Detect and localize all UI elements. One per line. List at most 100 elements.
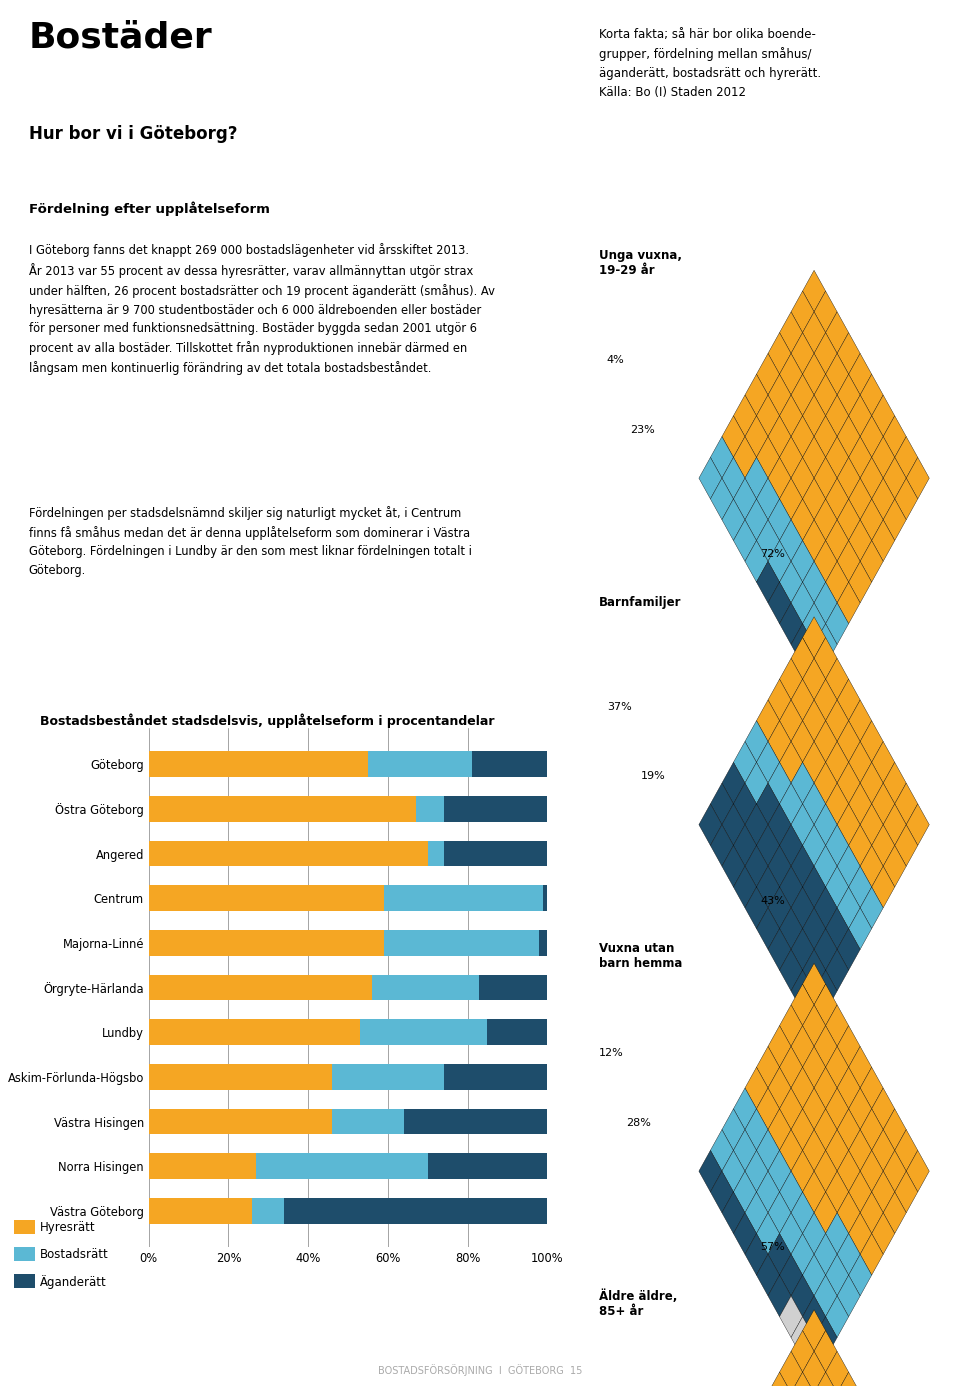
Polygon shape — [814, 499, 837, 541]
Polygon shape — [826, 1130, 849, 1171]
Polygon shape — [860, 457, 883, 499]
Polygon shape — [780, 866, 803, 908]
Polygon shape — [803, 520, 826, 561]
Polygon shape — [791, 624, 814, 665]
Polygon shape — [722, 1150, 745, 1192]
Polygon shape — [803, 561, 826, 603]
Polygon shape — [837, 845, 860, 887]
Bar — [427, 840, 444, 866]
Polygon shape — [791, 887, 814, 929]
Polygon shape — [837, 1234, 860, 1275]
Polygon shape — [849, 908, 872, 949]
Polygon shape — [710, 825, 733, 866]
Bar — [14, 1220, 35, 1234]
Polygon shape — [780, 437, 803, 478]
Polygon shape — [837, 1026, 860, 1067]
Polygon shape — [756, 561, 780, 603]
Polygon shape — [780, 395, 803, 437]
Polygon shape — [860, 1150, 883, 1192]
Polygon shape — [906, 1150, 929, 1192]
Text: 28%: 28% — [626, 1117, 651, 1128]
Polygon shape — [849, 825, 872, 866]
Polygon shape — [837, 1192, 860, 1234]
Text: 4%: 4% — [607, 355, 624, 366]
Polygon shape — [883, 1109, 906, 1150]
Text: 57%: 57% — [760, 1242, 785, 1253]
Text: BOSTADSFÖRSÖRJNING  I  GÖTEBORG  15: BOSTADSFÖRSÖRJNING I GÖTEBORG 15 — [378, 1364, 582, 1376]
Polygon shape — [745, 499, 768, 541]
Polygon shape — [745, 762, 768, 804]
Polygon shape — [803, 1310, 826, 1351]
Polygon shape — [791, 1331, 814, 1372]
Polygon shape — [872, 1088, 895, 1130]
Polygon shape — [803, 866, 826, 908]
Polygon shape — [849, 1088, 872, 1130]
Bar — [416, 796, 444, 822]
Polygon shape — [837, 541, 860, 582]
Polygon shape — [872, 478, 895, 520]
Polygon shape — [814, 804, 837, 845]
Polygon shape — [814, 1317, 837, 1358]
Polygon shape — [860, 1234, 883, 1275]
Polygon shape — [826, 783, 849, 825]
Polygon shape — [883, 499, 906, 541]
Polygon shape — [780, 1296, 803, 1337]
Bar — [14, 1274, 35, 1288]
Polygon shape — [733, 1213, 756, 1254]
Bar — [252, 1198, 284, 1224]
Polygon shape — [780, 1046, 803, 1088]
Bar — [149, 840, 427, 866]
Polygon shape — [814, 333, 837, 374]
Polygon shape — [768, 541, 791, 582]
Polygon shape — [814, 624, 837, 665]
Polygon shape — [768, 1150, 791, 1192]
Polygon shape — [826, 1088, 849, 1130]
Polygon shape — [837, 582, 860, 624]
Polygon shape — [768, 582, 791, 624]
Polygon shape — [756, 437, 780, 478]
Text: Hur bor vi i Göteborg?: Hur bor vi i Göteborg? — [29, 125, 237, 143]
Polygon shape — [756, 783, 780, 825]
Polygon shape — [814, 762, 837, 804]
Polygon shape — [837, 679, 860, 721]
Polygon shape — [756, 1046, 780, 1088]
Polygon shape — [872, 520, 895, 561]
Bar — [149, 886, 384, 911]
Bar — [332, 1109, 404, 1135]
Polygon shape — [803, 478, 826, 520]
Polygon shape — [791, 721, 814, 762]
Polygon shape — [803, 1296, 826, 1337]
Polygon shape — [883, 416, 906, 457]
Polygon shape — [814, 1109, 837, 1150]
Text: Äldre äldre,
85+ år: Äldre äldre, 85+ år — [599, 1289, 678, 1318]
Text: 23%: 23% — [630, 424, 655, 435]
Polygon shape — [780, 1088, 803, 1130]
Polygon shape — [826, 949, 849, 991]
Polygon shape — [768, 762, 791, 804]
Polygon shape — [780, 312, 803, 353]
Polygon shape — [780, 561, 803, 603]
Bar — [149, 1019, 360, 1045]
Polygon shape — [733, 742, 756, 783]
Polygon shape — [826, 908, 849, 949]
Polygon shape — [733, 437, 756, 478]
Polygon shape — [814, 1067, 837, 1109]
Polygon shape — [710, 437, 733, 478]
Text: Unga vuxna,
19-29 år: Unga vuxna, 19-29 år — [599, 249, 682, 277]
Polygon shape — [814, 1150, 837, 1192]
Bar — [149, 974, 372, 1001]
Bar — [256, 1153, 427, 1179]
Polygon shape — [826, 825, 849, 866]
Polygon shape — [768, 1192, 791, 1234]
Polygon shape — [722, 804, 745, 845]
Polygon shape — [826, 1254, 849, 1296]
Polygon shape — [883, 1150, 906, 1192]
Polygon shape — [780, 700, 803, 742]
Polygon shape — [756, 1171, 780, 1213]
Polygon shape — [733, 520, 756, 561]
Polygon shape — [768, 499, 791, 541]
Text: Fördelningen per stadsdelsnämnd skiljer sig naturligt mycket åt, i Centrum
finns: Fördelningen per stadsdelsnämnd skiljer … — [29, 506, 471, 577]
Polygon shape — [803, 658, 826, 700]
Polygon shape — [803, 1213, 826, 1254]
Polygon shape — [860, 721, 883, 762]
